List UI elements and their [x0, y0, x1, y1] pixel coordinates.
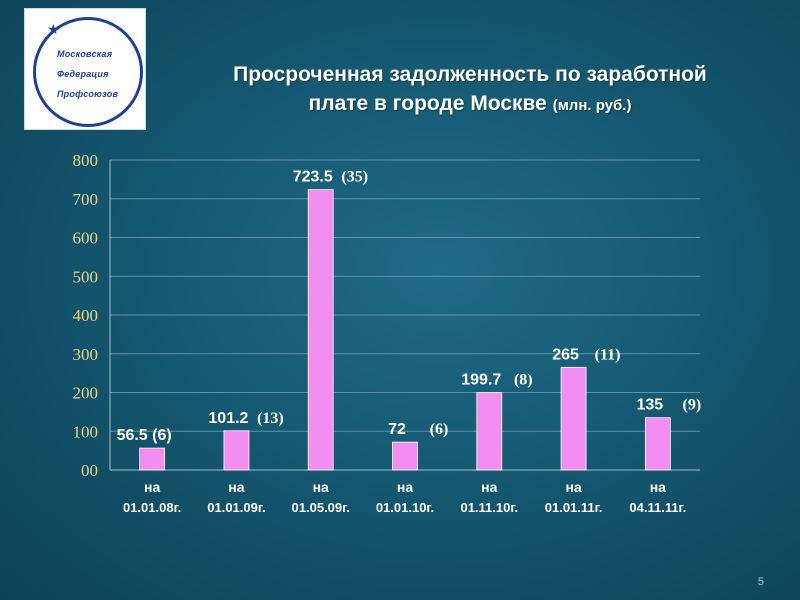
bar	[307, 189, 334, 471]
y-tick-label: 00	[81, 461, 98, 480]
count-label: (13)	[257, 410, 284, 427]
data-label: 72	[388, 421, 406, 438]
x-tick-label: на	[144, 479, 160, 495]
bar	[476, 392, 503, 471]
x-tick-label: на	[397, 479, 413, 495]
x-tick-label: на	[650, 479, 666, 495]
bar	[560, 366, 587, 471]
logo-line-1: Московская	[57, 49, 113, 59]
logo-emblem	[33, 17, 143, 127]
bar	[392, 441, 418, 471]
x-tick-label: 01.01.09г.	[207, 500, 265, 515]
bar	[139, 447, 166, 471]
data-label: 199.7	[461, 372, 501, 389]
y-tick-label: 800	[73, 151, 99, 170]
x-tick-label: на	[565, 479, 581, 495]
x-tick-label: на	[481, 479, 497, 495]
x-tick-label: 01.01.08г.	[123, 500, 181, 515]
x-tick-label: 04.11.11г.	[629, 500, 686, 515]
x-tick-label: 01.11.10г.	[460, 500, 518, 515]
title-line-2-text: плате в городе Москве	[308, 92, 547, 115]
count-label: (35)	[341, 169, 368, 186]
title-line-1: Просроченная задолженность по заработной	[233, 63, 707, 86]
title-line-2: плате в городе Москве (млн. руб.)	[160, 89, 780, 120]
slide-title: Просроченная задолженность по заработной…	[160, 60, 780, 120]
x-tick-label: 01.05.09г.	[292, 500, 350, 515]
y-tick-label: 700	[73, 190, 99, 209]
x-tick-label: 01.01.11г.	[545, 500, 603, 515]
x-tick-label: 01.01.10г.	[376, 500, 434, 515]
page-number: 5	[757, 576, 764, 588]
data-label: 723.5	[293, 169, 333, 186]
star-icon: ★	[47, 21, 60, 37]
x-tick-label: на	[313, 479, 329, 495]
x-tick-label: на	[228, 479, 244, 495]
data-label: 56.5 (6)	[117, 427, 172, 444]
y-tick-label: 100	[73, 422, 99, 441]
title-unit: (млн. руб.)	[552, 97, 632, 114]
count-label: (8)	[514, 372, 533, 389]
y-tick-label: 400	[73, 306, 99, 325]
y-tick-label: 200	[73, 384, 99, 403]
logo-line-3: Профсоюзов	[57, 89, 119, 99]
data-label: 135	[637, 397, 664, 414]
logo-line-2: Федерация	[57, 69, 109, 79]
y-tick-label: 500	[73, 267, 99, 286]
data-label: 265	[552, 346, 579, 363]
bar	[223, 430, 250, 471]
data-label: 101.2	[208, 410, 248, 427]
y-tick-label: 600	[73, 229, 99, 248]
count-label: (11)	[595, 346, 621, 363]
bar	[644, 417, 671, 471]
y-tick-label: 300	[73, 345, 99, 364]
count-label: (6)	[430, 421, 449, 438]
count-label: (9)	[683, 397, 702, 414]
logo: ★ Московская Федерация Профсоюзов	[24, 8, 146, 130]
